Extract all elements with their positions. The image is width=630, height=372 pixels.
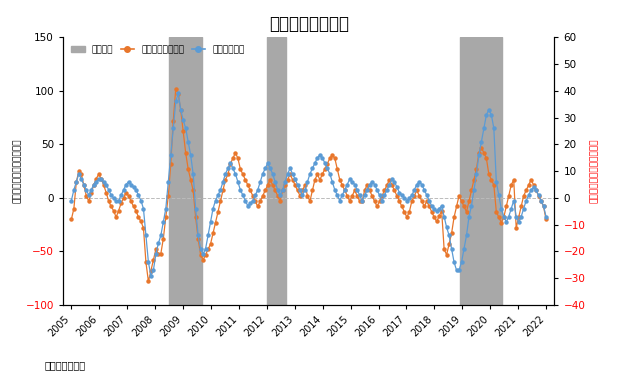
Y-axis label: 出荷前年比－在庫前年比％: 出荷前年比－在庫前年比％	[590, 139, 598, 203]
Bar	[169, 37, 202, 305]
Y-axis label: 出荷前年比－在庫前年比％: 出荷前年比－在庫前年比％	[13, 139, 21, 203]
Bar	[267, 37, 285, 305]
Legend: 景気後退, 電子部品デバイス, 鉱工業（右）: 景気後退, 電子部品デバイス, 鉱工業（右）	[67, 42, 248, 58]
Title: 出荷在庫バランス: 出荷在庫バランス	[269, 15, 348, 33]
Text: （出所）経産省: （出所）経産省	[44, 360, 85, 370]
Bar	[460, 37, 502, 305]
